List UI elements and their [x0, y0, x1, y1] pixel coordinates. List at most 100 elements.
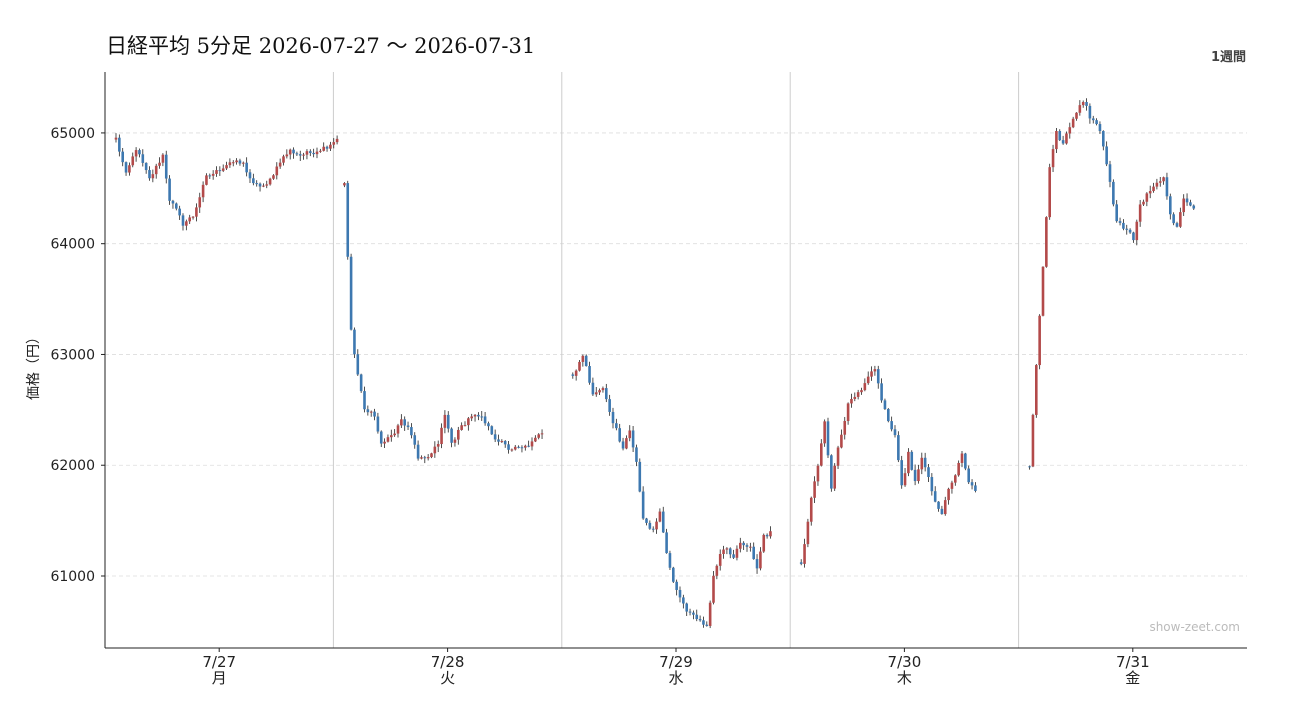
- candle-body: [373, 411, 376, 417]
- candle-body: [537, 434, 540, 438]
- candle-body: [440, 427, 443, 445]
- candle-body: [201, 184, 205, 198]
- candle-body: [759, 551, 762, 569]
- candle-body: [534, 437, 537, 442]
- candle-body: [873, 369, 877, 372]
- candle-body: [900, 460, 903, 486]
- y-tick-label: 65000: [50, 126, 95, 142]
- candle-body: [436, 444, 440, 447]
- candle-body: [755, 559, 759, 569]
- candle-body: [275, 166, 279, 176]
- candle-body: [1088, 105, 1092, 119]
- x-tick-date: 7/27: [202, 653, 236, 671]
- candle-body: [507, 444, 510, 450]
- candle-body: [343, 183, 346, 186]
- candle-body: [1185, 198, 1189, 203]
- candle-body: [762, 534, 766, 552]
- candle-body: [1071, 118, 1075, 128]
- candle-body: [463, 425, 467, 427]
- candle-body: [1041, 266, 1045, 316]
- candle-body: [803, 544, 806, 564]
- candle-body: [608, 399, 611, 412]
- candle-body: [910, 451, 914, 470]
- candle-body: [1068, 127, 1072, 134]
- candle-body: [625, 438, 628, 449]
- candle-body: [1085, 102, 1088, 106]
- day-separators: [332, 72, 1020, 648]
- candle-body: [920, 457, 924, 470]
- candle-body: [809, 497, 813, 522]
- x-tick-weekday: 火: [440, 669, 455, 687]
- candle-body: [816, 465, 820, 482]
- candle-body: [161, 154, 165, 163]
- candle-body: [413, 435, 417, 445]
- candle-body: [655, 521, 658, 530]
- candle-body: [524, 445, 527, 448]
- candle-body: [735, 548, 739, 558]
- candle-body: [1182, 198, 1185, 213]
- candle-body: [363, 391, 366, 410]
- candle-body: [178, 208, 181, 216]
- candle-body: [799, 562, 803, 564]
- candle-body: [520, 447, 524, 449]
- candle-body: [843, 420, 847, 435]
- candle-body: [426, 457, 430, 459]
- candle-body: [1138, 204, 1142, 222]
- candle-body: [453, 439, 457, 443]
- candle-body: [500, 441, 504, 443]
- candle-body: [410, 427, 413, 436]
- candle-body: [856, 392, 860, 397]
- candle-body: [591, 382, 595, 395]
- candle-body: [1058, 131, 1062, 141]
- candle-body: [682, 597, 685, 604]
- candle-body: [335, 138, 339, 143]
- candle-body: [574, 370, 578, 376]
- candle-body: [262, 185, 265, 187]
- candle-body: [571, 374, 575, 376]
- candle-body: [661, 511, 665, 533]
- candle-body: [887, 409, 890, 422]
- candle-body: [369, 411, 373, 413]
- candle-body: [806, 521, 810, 545]
- candle-body: [359, 374, 363, 392]
- candle-body: [621, 441, 625, 449]
- candle-body: [927, 467, 930, 478]
- candle-body: [470, 416, 473, 419]
- candle-body: [114, 137, 118, 140]
- candle-body: [853, 396, 857, 399]
- candle-body: [151, 174, 155, 179]
- candle-body: [745, 545, 749, 547]
- candle-body: [346, 183, 350, 257]
- candle-body: [1142, 201, 1145, 205]
- candle-body: [403, 419, 406, 426]
- candle-body: [530, 441, 534, 447]
- candle-body: [1031, 414, 1035, 467]
- candle-body: [840, 434, 843, 448]
- candle-body: [830, 455, 833, 489]
- candle-body: [497, 439, 500, 442]
- candle-body: [430, 453, 433, 458]
- candle-body: [393, 433, 396, 436]
- candle-body: [705, 624, 709, 626]
- grid-layer: [105, 132, 1247, 577]
- candle-body: [578, 361, 581, 371]
- candle-body: [191, 216, 195, 218]
- x-tick-weekday: 木: [897, 669, 912, 687]
- candle-body: [457, 429, 460, 440]
- candle-body: [198, 197, 202, 208]
- candle-body: [1162, 177, 1165, 182]
- candle-body: [154, 165, 158, 175]
- candle-body: [175, 203, 178, 209]
- candle-body: [950, 482, 954, 489]
- candle-body: [322, 146, 325, 151]
- candle-body: [473, 414, 477, 417]
- candle-body: [685, 603, 688, 612]
- candle-body: [588, 366, 591, 383]
- candle-body: [490, 426, 494, 435]
- candle-body: [605, 388, 608, 400]
- candle-body: [1048, 167, 1051, 218]
- candle-body: [288, 149, 292, 155]
- candle-body: [880, 383, 883, 401]
- candle-body: [584, 355, 588, 367]
- chart-title: 日経平均 5分足 2026-07-27 〜 2026-07-31: [106, 34, 535, 58]
